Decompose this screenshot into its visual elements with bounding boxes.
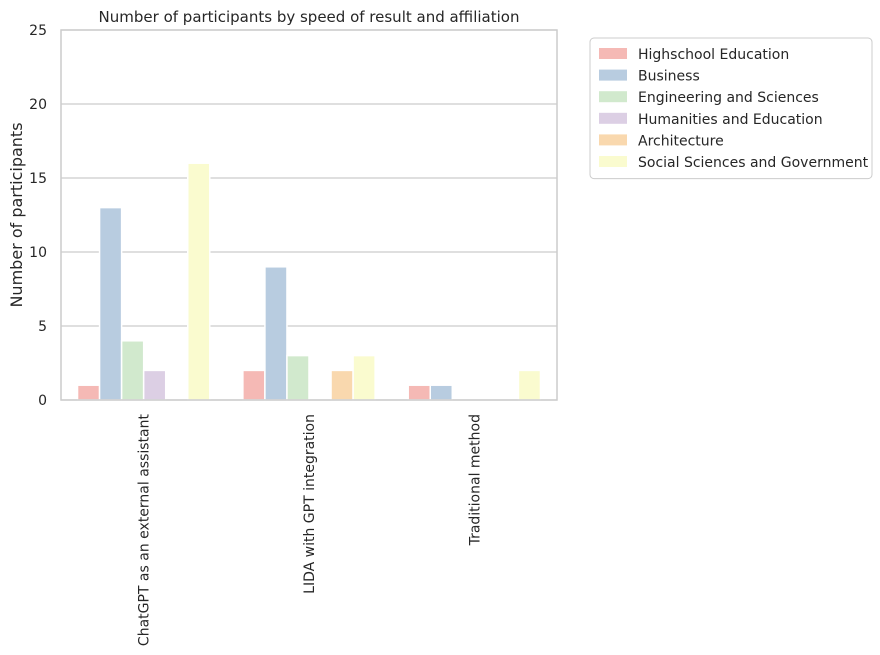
legend-frame <box>589 37 873 180</box>
legend-swatch <box>599 91 627 103</box>
bar <box>120 340 145 401</box>
y-axis-title: Number of participants <box>7 122 26 307</box>
y-tick-label: 10 <box>29 245 47 261</box>
bar <box>330 369 354 401</box>
legend-swatch <box>599 112 627 124</box>
y-tick-label: 25 <box>29 23 47 39</box>
y-tick-labels: 0 5 10 15 20 25 <box>29 23 47 409</box>
bar <box>142 369 167 401</box>
legend-label: Highschool Education <box>638 47 789 63</box>
y-tick-label: 5 <box>38 319 47 335</box>
bar <box>264 266 288 401</box>
legend-swatch <box>599 48 627 59</box>
y-tick-label: 15 <box>29 171 47 187</box>
bar <box>187 162 211 401</box>
legend-label: Humanities and Education <box>638 112 823 128</box>
chart-title: Number of participants by speed of resul… <box>99 8 520 26</box>
x-tick-label: Traditional method <box>467 414 483 546</box>
bar <box>286 354 310 401</box>
bar <box>98 206 123 401</box>
legend-label: Business <box>638 69 700 85</box>
bar <box>242 369 266 401</box>
plot-frame <box>60 29 558 401</box>
bar <box>407 384 431 401</box>
legend-label: Social Sciences and Government <box>638 155 869 171</box>
x-tick-labels: ChatGPT as an external assistant LIDA wit… <box>137 413 484 646</box>
bar <box>76 384 101 401</box>
bar <box>352 354 376 401</box>
bar <box>517 369 542 401</box>
bar <box>429 384 454 401</box>
x-tick-label: LIDA with GPT integration <box>302 414 318 594</box>
x-tick-label: ChatGPT as an external assistant <box>137 413 153 646</box>
y-tick-label: 20 <box>29 97 47 113</box>
legend-swatch <box>599 156 627 167</box>
legend-label: Engineering and Sciences <box>638 90 819 106</box>
legend-swatch <box>599 134 627 146</box>
bars <box>76 162 542 401</box>
y-tick-label: 0 <box>38 393 47 409</box>
legend-swatch <box>599 69 627 81</box>
legend: Highschool Education Business Engineering … <box>589 37 873 180</box>
legend-label: Architecture <box>638 133 724 149</box>
